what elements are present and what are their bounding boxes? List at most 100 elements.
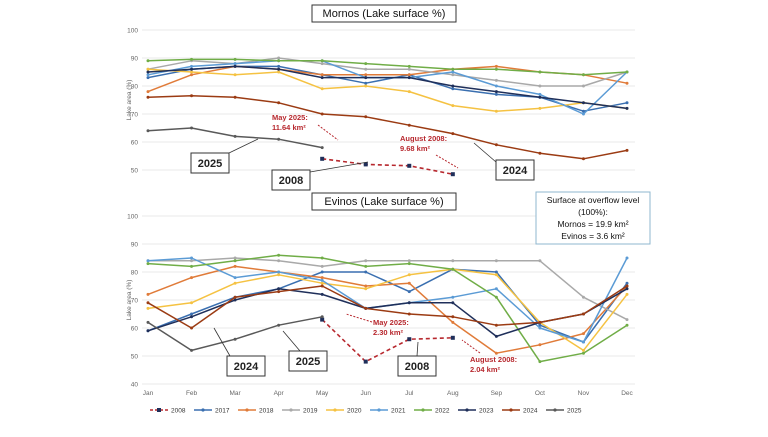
- mornos-series-2008-point: [320, 156, 325, 161]
- mornos-series-2025-point: [233, 134, 237, 138]
- mornos-series-2024-point: [407, 123, 411, 127]
- mornos-series-2024-point: [625, 148, 629, 152]
- evinos-series-2022-point: [320, 256, 324, 260]
- mornos-series-2022-point: [320, 59, 324, 63]
- mornos-series-2019-point: [407, 67, 411, 71]
- mornos-series-2022-point: [277, 59, 281, 63]
- evinos-series-2023-point: [277, 287, 281, 291]
- mornos-series-2022-point: [407, 64, 411, 68]
- mornos-label-2008: 2008: [279, 175, 303, 187]
- mornos-label-2008-box: [271, 169, 311, 191]
- mornos-series-2017-point: [581, 109, 585, 113]
- evinos-series-2024-point: [625, 284, 629, 288]
- evinos-label-2008-pointer: [416, 341, 419, 357]
- evinos-series-2019-point: [320, 264, 324, 268]
- evinos-series-2020-point: [581, 348, 585, 352]
- evinos-series-2021-point: [494, 287, 498, 291]
- evinos-series-2021-point: [538, 326, 542, 330]
- evinos-series-2019-point: [364, 259, 368, 263]
- mornos-series: [146, 56, 629, 177]
- mornos-y-tick-label: 70: [131, 111, 139, 118]
- evinos-ylabel: Lake area (%): [126, 280, 133, 321]
- evinos-y-tick-label: 100: [127, 213, 138, 220]
- mornos-series-2018-point: [190, 73, 194, 77]
- mornos-series-2018-point: [625, 81, 629, 85]
- evinos-series-2023-point: [451, 301, 455, 305]
- evinos-series-2018-point: [320, 276, 324, 280]
- evinos-series-2024-point: [190, 326, 194, 330]
- evinos-y-ticks: 40 50 60 70 80 90 100: [127, 213, 138, 388]
- mornos-ann-aug2008-line2: 9.68 km²: [400, 144, 431, 153]
- mornos-series-2023-point: [364, 76, 368, 80]
- legend-marker-2020: [333, 408, 337, 412]
- mornos-series-2008-point: [407, 163, 412, 168]
- evinos-series-2024-line: [147, 285, 628, 329]
- mornos-ann-aug2008-line1: August 2008:: [400, 134, 447, 143]
- evinos-y-tick-label: 80: [131, 269, 139, 276]
- mornos-series-2023-point: [233, 64, 237, 68]
- evinos-series-2020-point: [625, 292, 629, 296]
- evinos-series-2019-point: [538, 259, 542, 263]
- mornos-label-2024-pointer: [473, 142, 497, 163]
- evinos-series-2018-point: [581, 332, 585, 336]
- legend-label-2020: 2020: [347, 407, 362, 414]
- evinos-label-2025-pointer: [282, 330, 301, 352]
- mornos-series-2024-point: [320, 112, 324, 116]
- mornos-title: Mornos (Lake surface %): [323, 8, 446, 20]
- mornos-series-2023-point: [625, 106, 629, 110]
- mornos-series-2020-point: [190, 70, 194, 74]
- evinos-series-2008-line: [321, 319, 453, 363]
- evinos-series-2018-point: [538, 343, 542, 347]
- mornos-y-tick-label: 50: [131, 167, 139, 174]
- mornos-series-2022-point: [233, 57, 237, 61]
- evinos-y-tick-label: 40: [131, 381, 139, 388]
- mornos-ann-may2025-pointer: [317, 124, 339, 141]
- evinos-ann-may2025-line1: May 2025:: [373, 318, 409, 327]
- evinos-y-tick-label: 90: [131, 241, 139, 248]
- evinos-x-tick-label: Apr: [274, 390, 285, 397]
- legend: 2008 2017 2018 2019 2020 2021 2022 2023 2024 2025: [150, 407, 582, 414]
- mornos-series-2019-point: [494, 78, 498, 82]
- evinos-series-2019-point: [451, 259, 455, 263]
- evinos-ann-aug2008-line1: August 2008:: [470, 355, 517, 364]
- evinos-series-2023-point: [146, 329, 150, 333]
- legend-marker-2019: [289, 408, 293, 412]
- mornos-series-2017-point: [451, 87, 455, 91]
- evinos-series-2017-point: [625, 281, 629, 285]
- mornos-series-2024-point: [451, 132, 455, 136]
- mornos-series-2019-point: [277, 56, 281, 60]
- legend-marker-2021: [377, 408, 381, 412]
- mornos-grid: [142, 29, 635, 171]
- mornos-series-2018-point: [320, 73, 324, 77]
- evinos-series-2025-point: [277, 323, 281, 327]
- evinos-series-2024-point: [451, 315, 455, 319]
- mornos-series-2022-point: [451, 67, 455, 71]
- evinos-series-2018-point: [407, 281, 411, 285]
- evinos-series-2019-point: [233, 256, 237, 260]
- mornos-series-2023-line: [147, 65, 628, 110]
- evinos-series-2024-point: [364, 306, 368, 310]
- mornos-series-2020-point: [494, 109, 498, 113]
- mornos-label-2024-box: [495, 159, 535, 181]
- evinos-x-tick-label: Oct: [535, 390, 545, 397]
- evinos-series-2018-point: [233, 264, 237, 268]
- mornos-series-2020-point: [451, 104, 455, 108]
- mornos-series-2020-point: [320, 87, 324, 91]
- evinos-ann-may2025-pointer: [345, 313, 373, 323]
- mornos-series-2025-point: [277, 137, 281, 141]
- mornos-series-2024-point: [190, 94, 194, 98]
- evinos-series-2018-point: [190, 276, 194, 280]
- mornos-label-2025-pointer: [228, 138, 259, 154]
- evinos-series-2022-point: [451, 267, 455, 271]
- evinos-series-2022-point: [538, 360, 542, 364]
- mornos-series-2024-line: [147, 95, 628, 160]
- legend-label-2025: 2025: [567, 407, 582, 414]
- evinos-series-2022-point: [581, 351, 585, 355]
- mornos-series-2022-point: [625, 70, 629, 74]
- evinos-series-2018-point: [494, 351, 498, 355]
- evinos-series-2018-point: [146, 292, 150, 296]
- mornos-title-box: [311, 4, 457, 23]
- evinos-series-2024-point: [494, 323, 498, 327]
- mornos-series-2008-line: [322, 158, 453, 175]
